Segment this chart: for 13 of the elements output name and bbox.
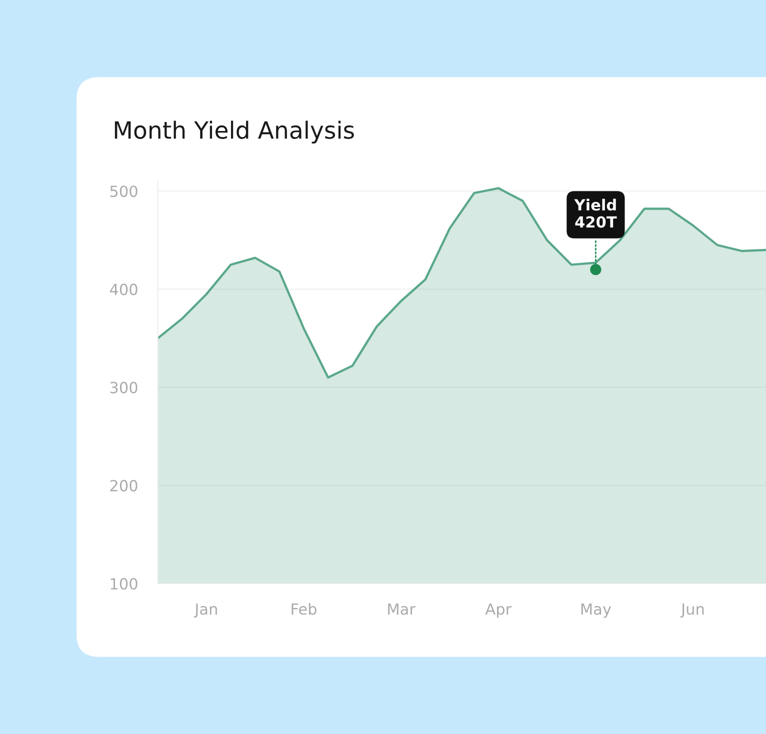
- y-tick-label: 200: [110, 480, 138, 492]
- x-tick-label: Mar: [388, 603, 416, 615]
- x-tick-label: Jun: [680, 603, 704, 618]
- x-tick-label: Jan: [194, 603, 217, 618]
- y-tick-label: 500: [110, 186, 138, 198]
- x-tick-label: Feb: [292, 602, 316, 615]
- y-tick-label: 300: [110, 382, 138, 394]
- x-tick-label: Apr: [485, 603, 512, 618]
- annotation: Yield 420T: [574, 198, 617, 228]
- x-tick-label: May: [581, 603, 612, 618]
- y-tick-label: 400: [110, 284, 138, 296]
- y-tick-label: 100: [110, 578, 138, 590]
- chart-title: Month Yield Analysis: [114, 120, 354, 144]
